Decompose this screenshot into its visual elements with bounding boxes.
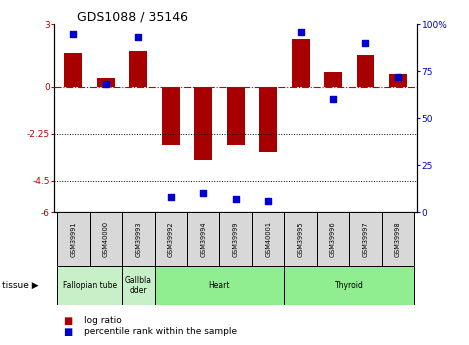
Text: GSM39993: GSM39993 bbox=[136, 221, 141, 257]
Point bbox=[362, 40, 369, 46]
Bar bbox=[284, 266, 414, 305]
Text: ■: ■ bbox=[63, 327, 73, 337]
Point bbox=[265, 198, 272, 204]
Point bbox=[199, 190, 207, 196]
Bar bbox=[317, 212, 349, 266]
Bar bbox=[219, 212, 252, 266]
Text: Fallopian tube: Fallopian tube bbox=[62, 281, 117, 290]
Text: GSM40001: GSM40001 bbox=[265, 221, 271, 257]
Bar bbox=[155, 266, 284, 305]
Text: log ratio: log ratio bbox=[84, 316, 122, 325]
Bar bbox=[122, 212, 155, 266]
Point bbox=[232, 196, 239, 202]
Text: Gallbla
dder: Gallbla dder bbox=[125, 276, 152, 295]
Bar bbox=[129, 51, 147, 87]
Text: GSM40000: GSM40000 bbox=[103, 221, 109, 257]
Bar bbox=[57, 266, 122, 305]
Text: GSM39996: GSM39996 bbox=[330, 221, 336, 257]
Text: GSM39997: GSM39997 bbox=[363, 221, 369, 257]
Text: tissue ▶: tissue ▶ bbox=[2, 281, 39, 290]
Bar bbox=[194, 87, 212, 160]
Text: GSM39999: GSM39999 bbox=[233, 221, 239, 257]
Bar bbox=[349, 212, 382, 266]
Bar bbox=[227, 87, 245, 145]
Bar bbox=[382, 212, 414, 266]
Point bbox=[167, 194, 174, 200]
Bar bbox=[252, 212, 284, 266]
Bar bbox=[187, 212, 219, 266]
Text: GSM39991: GSM39991 bbox=[70, 221, 76, 257]
Point bbox=[394, 74, 401, 80]
Text: GSM39995: GSM39995 bbox=[297, 221, 303, 257]
Point bbox=[70, 31, 77, 36]
Text: percentile rank within the sample: percentile rank within the sample bbox=[84, 327, 237, 336]
Bar bbox=[97, 78, 115, 87]
Bar bbox=[90, 212, 122, 266]
Bar bbox=[259, 87, 277, 151]
Bar bbox=[356, 56, 374, 87]
Point bbox=[102, 81, 110, 87]
Bar bbox=[324, 72, 342, 87]
Point bbox=[297, 29, 304, 34]
Bar bbox=[292, 39, 310, 87]
Bar bbox=[389, 74, 407, 87]
Text: ■: ■ bbox=[63, 316, 73, 326]
Text: GSM39998: GSM39998 bbox=[395, 221, 401, 257]
Bar bbox=[162, 87, 180, 145]
Text: GSM39992: GSM39992 bbox=[168, 221, 174, 257]
Bar bbox=[64, 53, 83, 87]
Text: GDS1088 / 35146: GDS1088 / 35146 bbox=[77, 10, 189, 23]
Bar bbox=[284, 212, 317, 266]
Point bbox=[135, 34, 142, 40]
Text: GSM39994: GSM39994 bbox=[200, 221, 206, 257]
Text: Thyroid: Thyroid bbox=[335, 281, 363, 290]
Bar bbox=[155, 212, 187, 266]
Bar bbox=[122, 266, 155, 305]
Text: Heart: Heart bbox=[209, 281, 230, 290]
Bar bbox=[57, 212, 90, 266]
Point bbox=[329, 97, 337, 102]
